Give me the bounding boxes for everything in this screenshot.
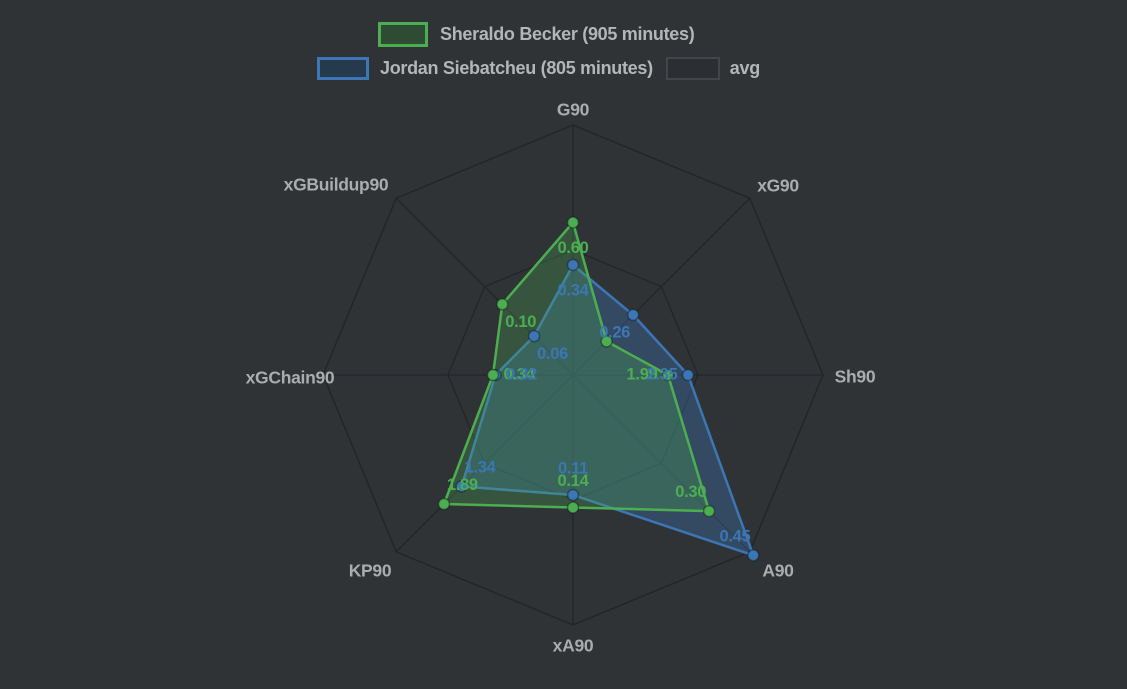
axis-label-a90: A90 xyxy=(762,561,794,581)
value-label-xgbuildup90: 0.06 xyxy=(537,345,568,363)
grid-spoke-xg90 xyxy=(572,197,751,376)
legend-swatch-siebatcheu xyxy=(317,56,369,80)
legend-swatch-becker xyxy=(378,21,428,47)
value-label-g90: 0.34 xyxy=(558,281,590,299)
axis-label-xg90: xG90 xyxy=(757,176,799,196)
value-label-xgchain90: 0.34 xyxy=(504,365,536,383)
data-point-dot-xgbuildup90 xyxy=(496,298,509,311)
axis-label-xgbuildup90: xGBuildup90 xyxy=(284,175,389,195)
legend-row-2: Jordan Siebatcheu (805 minutes) avg xyxy=(317,55,760,81)
axis-label-g90: G90 xyxy=(557,100,590,120)
data-point-dot-xg90 xyxy=(626,308,640,322)
value-label-kp90: 1.34 xyxy=(465,458,497,476)
data-point-dot-g90 xyxy=(566,258,580,272)
data-point-dot-a90 xyxy=(747,549,760,562)
value-label-xgbuildup90: 0.10 xyxy=(505,313,536,331)
legend-label-becker: Sheraldo Becker (905 minutes) xyxy=(440,23,695,44)
value-label-xa90: 0.11 xyxy=(558,459,588,477)
value-label-xg90: 0.26 xyxy=(599,324,630,342)
value-label-a90: 0.30 xyxy=(675,483,706,501)
value-label-sh90: 1.99 xyxy=(627,365,658,383)
data-point-dot-xa90 xyxy=(566,488,580,502)
data-point-dot-xg90 xyxy=(600,335,613,348)
legend-row-1: Sheraldo Becker (905 minutes) xyxy=(378,21,695,47)
value-label-a90: 0.45 xyxy=(719,527,750,545)
legend-label-siebatcheu: Jordan Siebatcheu (805 minutes) xyxy=(380,57,653,78)
data-point-dot-xgbuildup90 xyxy=(527,329,541,343)
data-point-dot-g90 xyxy=(566,216,580,229)
value-label-kp90: 1.89 xyxy=(447,476,478,494)
grid-spoke-a90 xyxy=(572,374,751,553)
data-point-dot-sh90 xyxy=(681,368,695,382)
data-point-dot-xgchain90 xyxy=(486,368,500,382)
legend-label-avg: avg xyxy=(729,57,760,78)
value-label-xa90: 0.14 xyxy=(558,472,590,490)
value-label-g90: 0.60 xyxy=(558,239,589,257)
data-point-dot-kp90 xyxy=(437,497,451,511)
grid-spoke-xgbuildup90 xyxy=(395,197,574,376)
legend-swatch-avg xyxy=(665,56,720,80)
axis-label-xgchain90: xGChain90 xyxy=(246,368,335,388)
data-point-dot-xa90 xyxy=(566,501,580,514)
data-point-dot-a90 xyxy=(702,504,716,518)
grid-spoke-kp90 xyxy=(395,374,574,553)
axis-label-kp90: KP90 xyxy=(349,561,392,581)
value-label-sh90: 2.35 xyxy=(647,365,678,383)
axis-label-sh90: Sh90 xyxy=(835,367,876,387)
axis-label-xa90: xA90 xyxy=(553,636,594,656)
value-label-xgchain90: 0.32 xyxy=(506,365,537,383)
data-point-dot-kp90 xyxy=(455,480,468,493)
data-point-dot-sh90 xyxy=(661,368,675,382)
